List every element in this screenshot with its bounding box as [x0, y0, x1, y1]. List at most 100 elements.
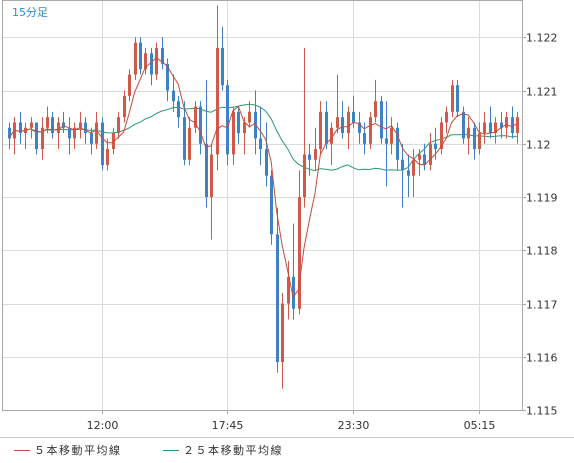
candle-body [57, 122, 60, 134]
candle-body [84, 122, 87, 134]
x-tick-label: 12:00 [87, 419, 119, 432]
candle-body [494, 122, 497, 134]
candle-body [68, 127, 71, 139]
y-tick-label: 1.115 [526, 405, 558, 418]
y-tick-label: 1.12 [526, 139, 551, 152]
candle-body [352, 111, 355, 123]
candle-body [369, 117, 372, 144]
candle-body [347, 111, 350, 134]
candle-body [363, 133, 366, 144]
candle-body [226, 85, 229, 155]
candle-body [144, 53, 147, 70]
candle-body [237, 111, 240, 134]
candle-body [298, 197, 301, 309]
candle-body [401, 159, 404, 171]
candle-body [46, 117, 49, 128]
candle-body [292, 276, 295, 309]
candle-body [199, 106, 202, 144]
x-axis-ticks: 12:00 17:45 23:30 05:15 [87, 410, 496, 432]
candle-body [358, 122, 361, 134]
candle-body [41, 127, 44, 150]
candle-body [221, 47, 224, 86]
candle-body [478, 133, 481, 150]
x-tick-label: 05:15 [464, 419, 496, 432]
candle-body [412, 159, 415, 176]
timeframe-label: 15分足 [12, 6, 48, 19]
candle-body [248, 111, 251, 123]
candle-body [134, 42, 137, 75]
candle-body [183, 117, 186, 160]
candle-body [243, 122, 246, 134]
candle-body [434, 143, 437, 150]
legend-item-ma5: ５本移動平均線 [14, 443, 122, 457]
candle-body [385, 138, 388, 144]
grid [2, 0, 522, 411]
candle-body [8, 127, 11, 139]
candle-body [155, 47, 158, 75]
y-tick-label: 1.121 [526, 86, 558, 99]
candle-body [194, 106, 197, 128]
candlesticks [8, 5, 519, 389]
plot-border [2, 0, 523, 411]
candle-body [308, 154, 311, 160]
candle-body [423, 154, 426, 166]
candle-body [139, 42, 142, 70]
candle-body [101, 122, 104, 166]
ma25-layer [8, 103, 518, 172]
candle-body [172, 90, 175, 102]
legend-swatch-ma25 [163, 449, 179, 451]
candle-body [123, 95, 126, 118]
candle-body [462, 111, 465, 139]
candle-body [259, 138, 262, 150]
candle-body [95, 122, 98, 144]
candle-body [380, 101, 383, 139]
candle-body [418, 154, 421, 160]
candle-body [287, 276, 290, 304]
candle-body [35, 122, 38, 150]
candle-body [128, 74, 131, 96]
candle-body [330, 127, 333, 144]
candle-body [166, 63, 169, 91]
ma5-layer [8, 56, 518, 299]
y-tick-label: 1.122 [526, 32, 558, 45]
ma5-line [8, 56, 518, 299]
candle-body [516, 117, 519, 134]
candle-body [73, 127, 76, 139]
legend-item-ma25: ２５本移動平均線 [163, 443, 283, 457]
y-tick-label: 1.116 [526, 352, 558, 365]
candle-body [281, 303, 284, 363]
candle-body [407, 170, 410, 176]
candle-body [106, 149, 109, 166]
candle-body [429, 143, 432, 166]
ma25-line [8, 103, 518, 172]
candle-body [445, 111, 448, 123]
candle-body [232, 111, 235, 155]
price-chart: 1.1221.1211.121.1191.1181.1171.1161.115 … [0, 0, 574, 437]
candle-body [319, 111, 322, 150]
candle-body [489, 122, 492, 134]
candle-body [205, 143, 208, 198]
candle-body [79, 122, 82, 128]
chart-background [0, 0, 574, 437]
candle-body [270, 175, 273, 235]
candle-body [265, 149, 268, 176]
candle-body [90, 133, 93, 144]
candle-body [374, 101, 377, 118]
y-tick-label: 1.119 [526, 192, 558, 205]
candle-body [177, 101, 180, 118]
candle-body [30, 122, 33, 128]
candle-body [51, 117, 54, 134]
candle-body [325, 111, 328, 144]
candle-body [62, 122, 65, 128]
candle-body [511, 117, 514, 134]
candle-body [210, 154, 213, 198]
candle-body [467, 127, 470, 139]
candle-body [440, 122, 443, 150]
candle-body [390, 127, 393, 144]
candle-body [336, 117, 339, 128]
candle-body [396, 127, 399, 160]
candle-body [314, 149, 317, 160]
candle-body [500, 122, 503, 128]
x-tick-label: 23:30 [338, 419, 370, 432]
candle-body [483, 122, 486, 134]
